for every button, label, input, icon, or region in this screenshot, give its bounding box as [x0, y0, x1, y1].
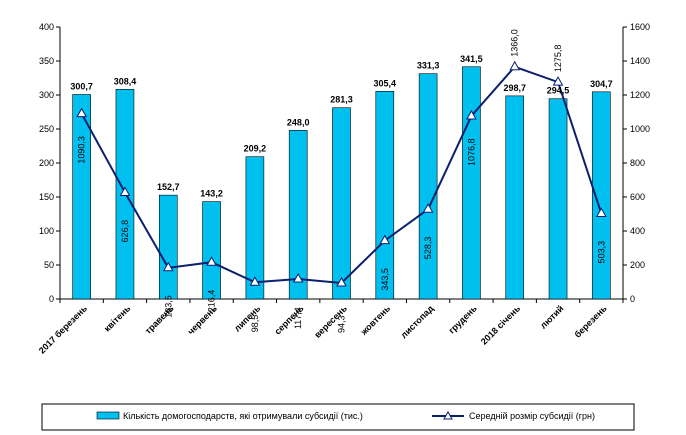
- y-right-tick-label: 200: [630, 260, 645, 270]
- bar-value-label: 152,7: [157, 182, 180, 192]
- y-left-tick-label: 150: [39, 192, 54, 202]
- bar: [245, 156, 265, 300]
- legend-line-marker: [443, 410, 453, 420]
- line-value-label: 1366,0: [510, 29, 520, 57]
- line-value-label: 117,4: [293, 307, 303, 329]
- line-value-label: 503,3: [596, 241, 606, 264]
- bar-value-label: 341,5: [460, 54, 483, 64]
- bar-value-label: 304,7: [590, 79, 613, 89]
- line-value-label: 216,4: [207, 290, 217, 313]
- line-point: [509, 60, 521, 71]
- line-point: [552, 76, 564, 86]
- bar: [158, 194, 178, 300]
- data-labels: 300,7 308,4 152,7 143,2 209,2 248,0 281,3 305,4…: [70, 29, 612, 333]
- line-value-label: 94,3: [337, 315, 347, 333]
- x-tick-label: 2017 березень: [37, 303, 90, 356]
- line-value-label: 1275,8: [553, 45, 563, 73]
- bar-value-label: 305,4: [374, 78, 397, 88]
- line-point: [379, 234, 391, 245]
- line-value-label: 98,5: [250, 315, 260, 333]
- y-left-tick-label: 50: [44, 260, 54, 270]
- bar-value-label: 331,3: [417, 61, 440, 71]
- bar: [72, 94, 91, 300]
- x-tick-label: квітень: [102, 303, 133, 334]
- bar: [548, 98, 568, 300]
- legend-line-label: Середній розмір субсидії (грн): [469, 411, 595, 421]
- y-left-tick-label: 0: [49, 294, 54, 304]
- line-point: [422, 203, 434, 213]
- bar: [418, 73, 438, 300]
- legend-bar-label: Кількість домогосподарств, які отримувал…: [123, 411, 363, 421]
- line-point: [162, 261, 174, 272]
- y-right-tick-label: 1600: [630, 22, 650, 32]
- line-value-label: 183,5: [163, 295, 173, 318]
- line-point: [292, 273, 304, 283]
- y-right-tick-label: 400: [630, 226, 645, 236]
- bar-value-label: 143,2: [200, 189, 223, 199]
- y-right-tick-label: 600: [630, 192, 645, 202]
- bar: [462, 66, 481, 300]
- chart-axes: 0 50 100 150 200 250 300 350 400 0 200 400 600 800 100…: [39, 22, 650, 304]
- y-left-tick-label: 200: [39, 158, 54, 168]
- bar-value-label: 248,0: [287, 117, 310, 127]
- bar-value-label: 294,5: [547, 86, 570, 96]
- bar-value-label: 281,3: [330, 95, 353, 105]
- x-tick-label: червень: [186, 303, 220, 337]
- y-right-tick-label: 0: [630, 294, 635, 304]
- bar: [288, 130, 308, 300]
- bar: [375, 91, 395, 300]
- line-point: [76, 107, 88, 118]
- line-value-label: 626,8: [120, 220, 130, 243]
- x-tick-labels: 2017 березень квітень травень червень липень…: [37, 303, 609, 356]
- line-point: [119, 186, 131, 196]
- line-value-label: 528,3: [423, 237, 433, 260]
- bar-value-label: 209,2: [244, 144, 267, 154]
- x-tick-label: жовтень: [358, 303, 393, 338]
- y-right-tick-label: 1200: [630, 90, 650, 100]
- line-value-label: 1076,8: [466, 138, 476, 166]
- bar-value-label: 308,4: [114, 76, 137, 86]
- legend-box: [41, 403, 635, 431]
- line-point: [336, 276, 347, 287]
- y-left-tick-label: 250: [39, 124, 54, 134]
- y-left-tick-label: 350: [39, 56, 54, 66]
- y-left-tick-label: 300: [39, 90, 54, 100]
- line-point: [466, 109, 477, 120]
- x-tick-label: 2018 січень: [479, 303, 523, 347]
- y-right-tick-label: 1000: [630, 124, 650, 134]
- bar-value-label: 298,7: [503, 83, 526, 93]
- y-left-tick-label: 400: [39, 22, 54, 32]
- line-point: [206, 256, 217, 266]
- bar: [332, 107, 351, 300]
- line-series: [76, 60, 607, 287]
- x-tick-label: травень: [143, 303, 176, 336]
- y-right-tick-label: 800: [630, 158, 645, 168]
- bar: [505, 95, 525, 300]
- x-tick-label: листопад: [399, 303, 436, 340]
- bar-series: [72, 66, 611, 300]
- bar: [202, 201, 221, 300]
- x-tick-label: лютий: [538, 303, 565, 330]
- y-right-tick-label: 1400: [630, 56, 650, 66]
- bar-value-label: 300,7: [70, 82, 93, 92]
- line-point: [249, 276, 261, 286]
- line-value-label: 1090,3: [77, 136, 87, 164]
- bar: [592, 91, 611, 300]
- x-tick-label: березень: [572, 303, 609, 340]
- legend-bar-swatch: [96, 411, 120, 420]
- legend: Кількість домогосподарств, які отримувал…: [41, 403, 635, 431]
- line-value-label: 343,5: [380, 268, 390, 291]
- y-left-tick-label: 100: [39, 226, 54, 236]
- x-tick-label: грудень: [447, 303, 480, 336]
- line-point: [595, 207, 607, 217]
